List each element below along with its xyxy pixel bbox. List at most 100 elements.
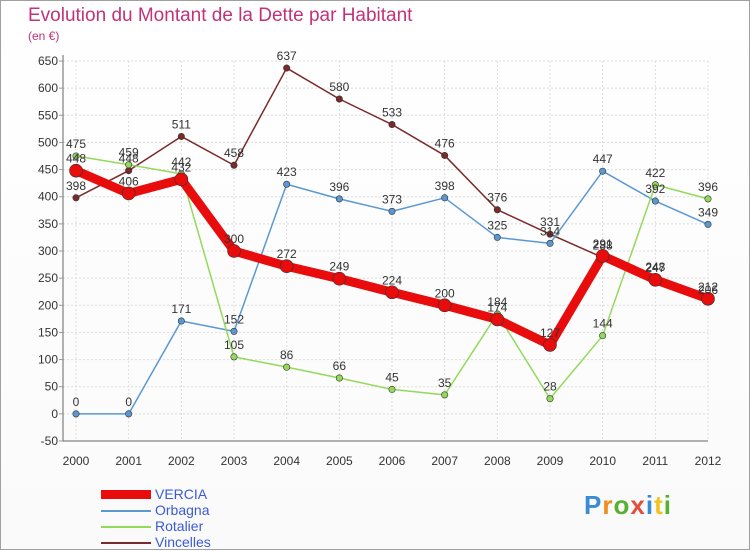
logo-letter: i [645,490,655,520]
data-label-vincelles: 580 [329,80,349,94]
legend-item-rotalier: Rotalier [101,518,301,535]
data-point-vercia [69,163,83,178]
logo-letter: i [663,490,672,520]
logo-letter: t [654,490,664,520]
legend-swatch [101,526,151,528]
data-point-vercia [227,244,241,258]
data-point-rotalier [283,363,291,371]
data-label-orbagna: 398 [435,179,455,193]
data-point-vincelles [283,64,291,72]
data-label-vercia: 174 [487,300,507,314]
data-label-rotalier: 184 [487,295,507,309]
data-point-vercia [279,259,294,274]
data-point-rotalier [599,332,607,340]
data-point-vincelles [441,151,449,159]
chart-title: Evolution du Montant de la Dette par Hab… [28,5,413,26]
logo-letter: o [613,490,631,520]
data-label-orbagna: 314 [540,224,560,238]
data-label-rotalier: 66 [333,359,347,373]
data-point-orbagna [125,410,133,418]
data-point-rotalier [651,181,659,189]
data-point-rotalier [388,385,396,393]
data-point-vincelles [388,121,396,129]
data-point-orbagna [72,410,80,418]
data-point-orbagna [230,327,238,335]
data-label-vercia: 291 [593,237,613,251]
legend-label: Orbagna [155,502,210,518]
data-label-vercia: 127 [540,326,560,340]
data-point-orbagna [283,180,291,188]
data-label-orbagna: 0 [125,395,132,409]
y-tick-label: 250 [38,271,58,285]
x-tick-label: 2010 [589,454,616,468]
legend-item-vincelles: Vincelles [101,534,301,551]
data-label-rotalier: 86 [280,348,294,362]
data-point-vincelles [230,161,238,169]
x-tick-label: 2003 [221,454,248,468]
data-point-vincelles [546,230,554,238]
data-point-orbagna [493,233,501,241]
y-tick-label: 100 [38,353,58,367]
data-label-orbagna: 0 [73,395,80,409]
data-point-vercia [648,272,663,287]
data-label-vincelles: 331 [540,215,560,229]
data-point-rotalier [335,374,343,382]
legend-swatch [101,542,151,544]
x-tick-label: 2006 [379,454,406,468]
data-point-vincelles [72,194,80,202]
y-tick-label: -50 [41,434,59,448]
x-tick-label: 2004 [273,454,300,468]
data-label-rotalier: 105 [224,338,244,352]
data-point-vercia [174,172,189,187]
y-tick-label: 150 [38,325,58,339]
data-label-vincelles: 637 [277,49,297,63]
y-tick-label: 400 [38,190,58,204]
data-point-vercia [385,285,399,300]
data-point-vincelles [177,132,185,140]
data-label-rotalier: 144 [593,317,613,331]
data-label-orbagna: 423 [277,165,297,179]
data-point-vercia [490,312,505,327]
data-label-orbagna: 171 [171,302,191,316]
data-label-rotalier: 28 [543,380,557,394]
data-point-orbagna [546,239,554,247]
data-point-rotalier [546,395,554,403]
data-label-vincelles: 448 [119,152,139,166]
data-label-vercia: 247 [645,261,665,275]
data-label-orbagna: 373 [382,192,402,206]
y-tick-label: 0 [51,407,58,421]
data-label-orbagna: 349 [698,205,718,219]
data-point-orbagna [651,197,659,205]
data-point-vercia [332,271,347,286]
data-point-vercia [543,338,557,352]
data-point-orbagna [388,207,396,215]
data-label-vercia: 300 [224,232,244,246]
data-point-vincelles [493,206,501,214]
data-label-vincelles: 476 [435,136,455,150]
y-tick-label: 500 [38,135,58,149]
data-label-rotalier: 459 [119,146,139,160]
legend-swatch [101,490,151,499]
data-label-vercia: 200 [435,286,455,300]
data-label-rotalier: 442 [171,155,191,169]
data-point-vercia [595,249,610,263]
x-tick-label: 2001 [115,454,142,468]
x-tick-label: 2000 [63,454,90,468]
data-label-vincelles: 398 [66,179,86,193]
data-label-vercia: 432 [171,160,191,174]
legend-item-orbagna: Orbagna [101,502,301,519]
y-tick-label: 300 [38,244,58,258]
data-point-orbagna [441,194,449,202]
legend-item-vercia: VERCIA [101,486,301,503]
x-tick-label: 2012 [695,454,722,468]
data-point-rotalier [125,161,133,169]
y-tick-label: 600 [38,81,58,95]
y-tick-label: 550 [38,108,58,122]
chart-unit: (en €) [28,29,60,43]
data-point-rotalier [230,353,238,361]
data-label-vercia: 224 [382,273,402,287]
data-label-vercia: 406 [119,174,139,188]
data-label-vincelles: 248 [645,260,665,274]
